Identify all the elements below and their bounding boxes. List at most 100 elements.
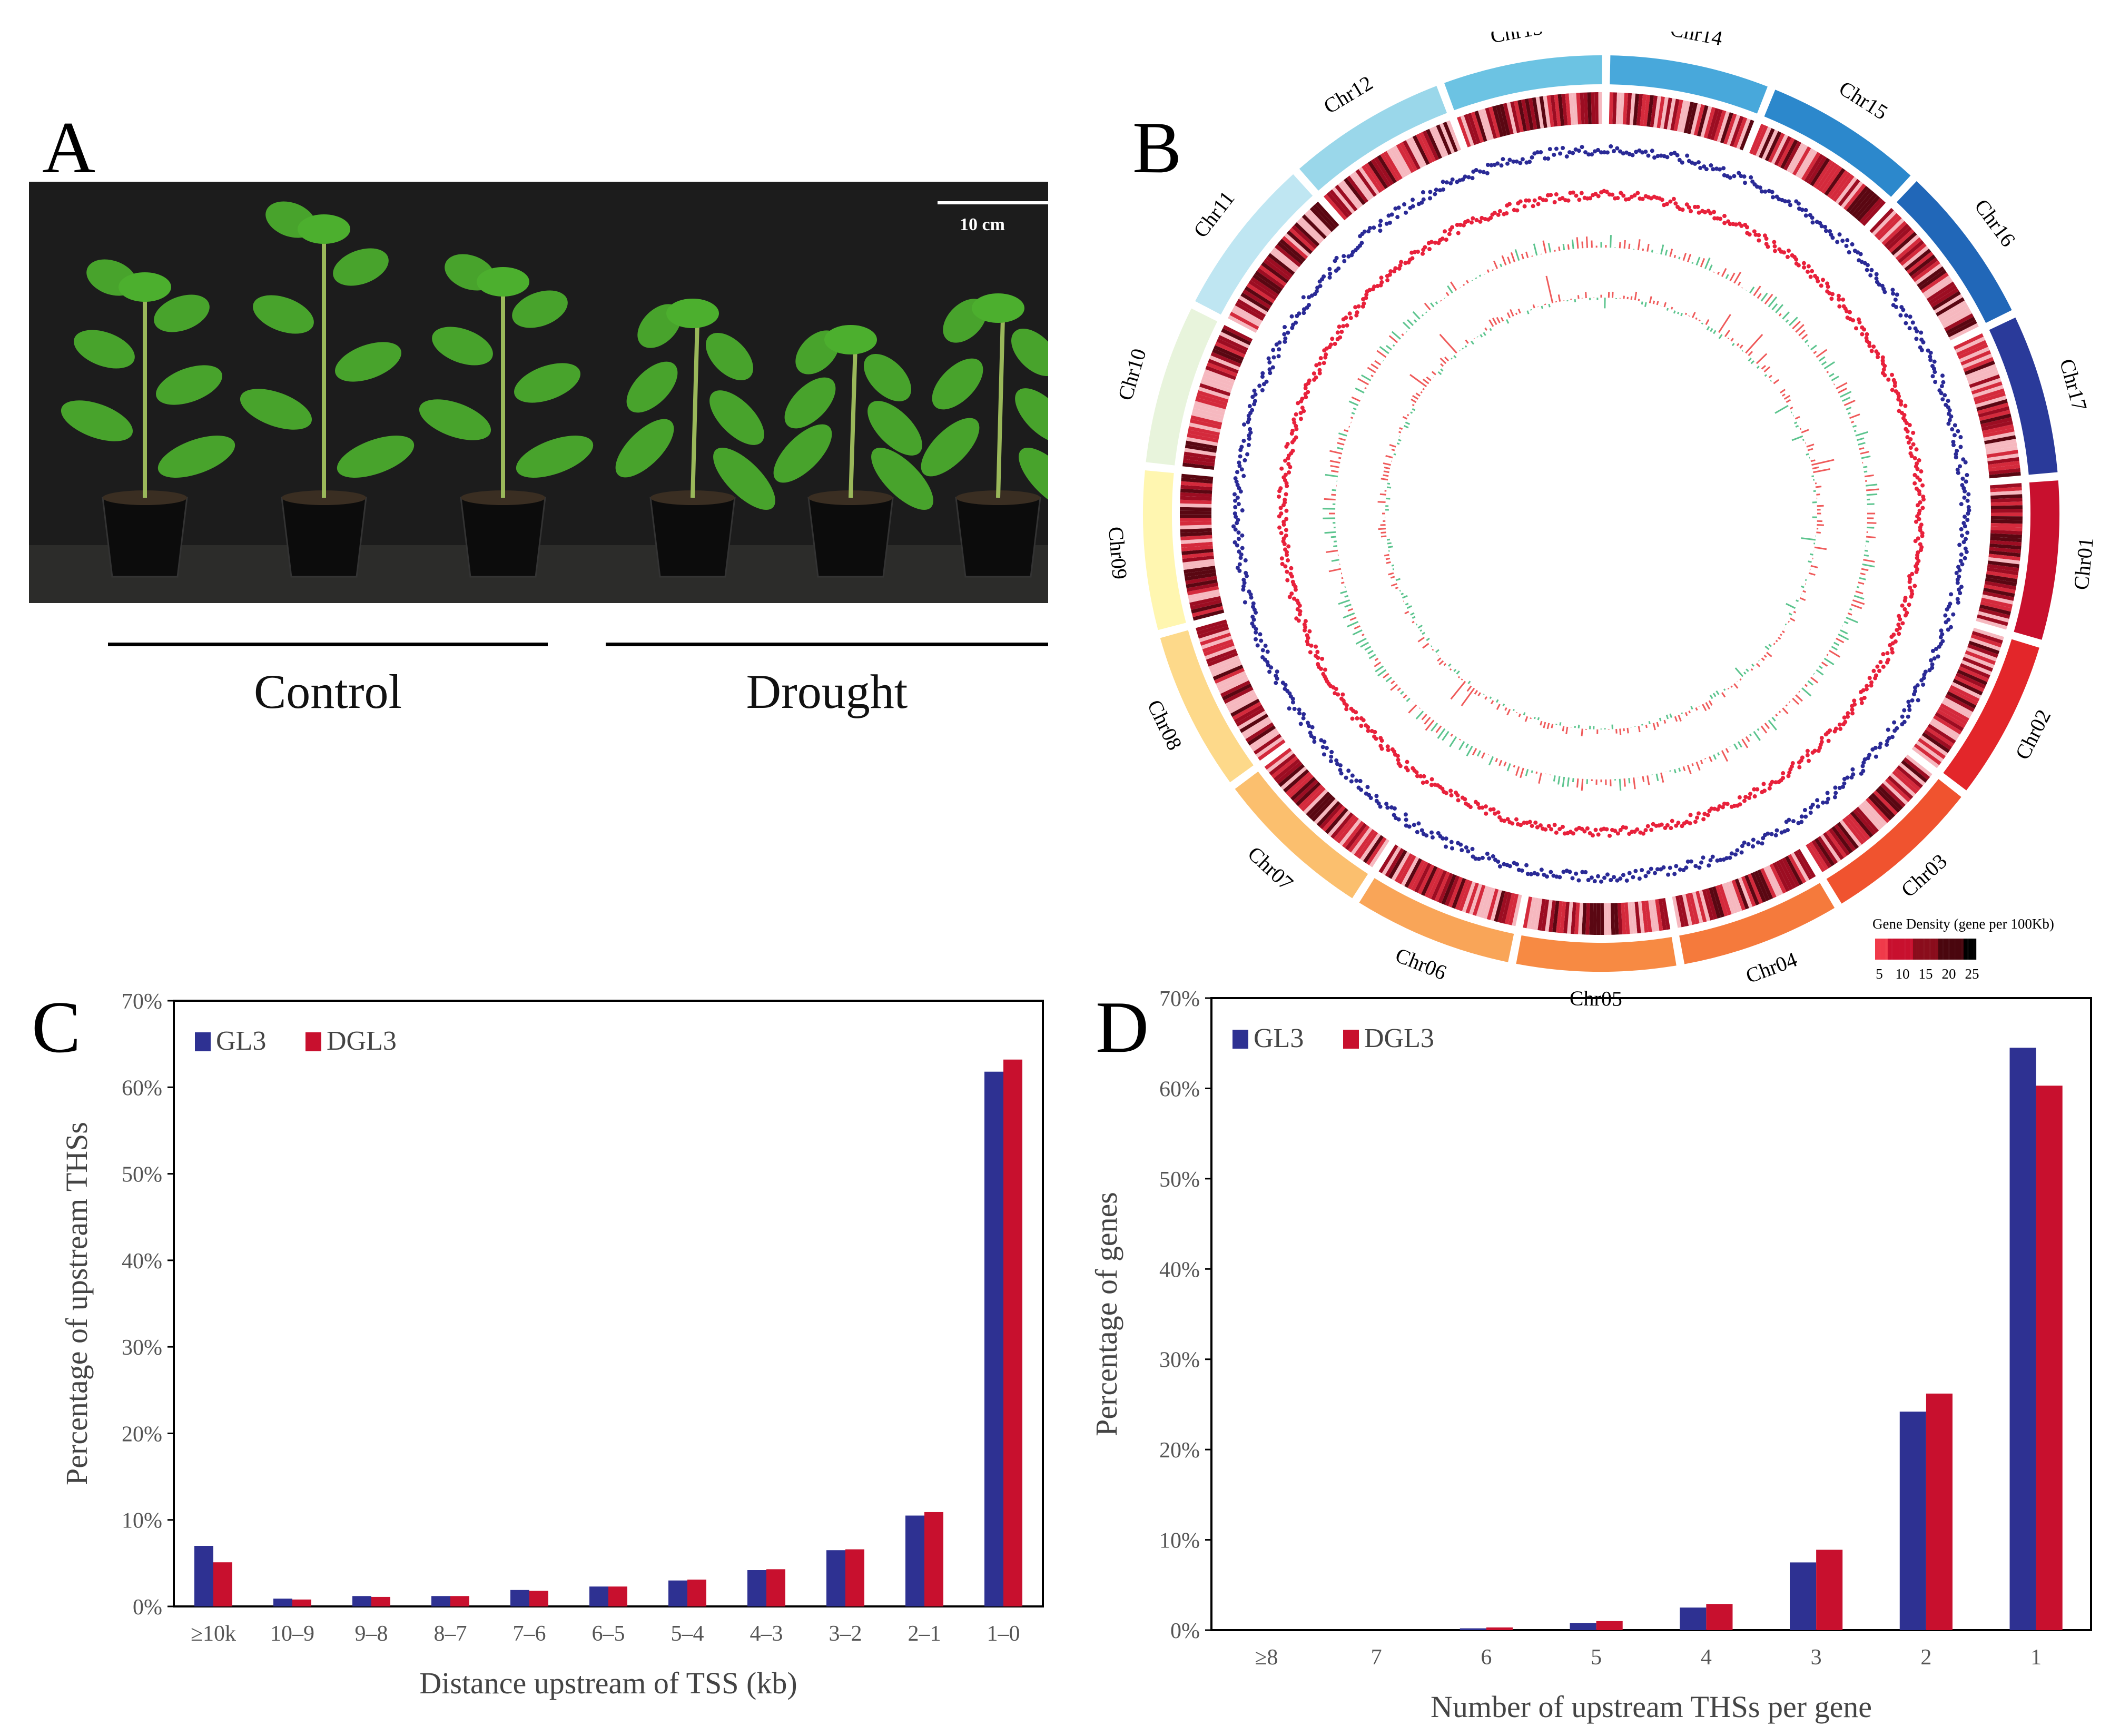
blue-point (1916, 698, 1920, 702)
blue-point (1686, 860, 1690, 864)
red-point (1920, 534, 1924, 538)
hist-bar (1341, 583, 1344, 584)
blue-point (1797, 201, 1801, 205)
red-point (1330, 337, 1334, 341)
blue-point (1815, 798, 1819, 802)
hist-bar (1653, 723, 1655, 730)
hist-bar (1467, 746, 1472, 756)
red-point (1895, 628, 1899, 632)
hist-bar (1414, 320, 1416, 322)
blue-point (1946, 627, 1950, 632)
blue-point (1411, 204, 1415, 209)
blue-point (1233, 505, 1237, 509)
hist-bar (1772, 717, 1776, 721)
hist-bar (1612, 292, 1613, 298)
density-segment (1180, 507, 1211, 511)
hist-bar (1679, 257, 1680, 259)
red-point (1355, 310, 1359, 314)
red-point (1816, 279, 1820, 283)
hist-bar (1776, 640, 1778, 642)
hist-bar (1746, 737, 1749, 742)
hist-bar (1536, 772, 1537, 774)
hist-bar (1466, 744, 1468, 747)
red-point (1867, 344, 1871, 348)
blue-point (1959, 553, 1964, 557)
y-tick-label: 0% (133, 1595, 162, 1620)
hist-bar (1769, 720, 1777, 729)
blue-point (1271, 348, 1275, 352)
red-point (1903, 404, 1907, 408)
hist-bar (1349, 401, 1358, 406)
hist-bar (1746, 669, 1748, 672)
red-point (1461, 796, 1465, 800)
blue-point (1715, 859, 1719, 863)
red-point (1291, 449, 1295, 453)
blue-point (1397, 205, 1401, 210)
legend-label: GL3 (216, 1026, 266, 1056)
blue-point (1241, 474, 1246, 478)
hist-bar (1849, 415, 1859, 418)
hist-bar (1463, 284, 1464, 285)
hist-bar (1467, 686, 1471, 691)
hist-bar (1534, 244, 1537, 255)
legend-swatch (1947, 939, 1949, 960)
x-tick-label: 4–3 (750, 1622, 783, 1646)
red-point (1493, 812, 1497, 816)
blue-point (1940, 373, 1945, 378)
red-point (1580, 191, 1584, 195)
blue-point (1359, 241, 1364, 245)
red-point (1531, 204, 1535, 208)
blue-point (1554, 146, 1559, 151)
hist-bar (1462, 348, 1463, 349)
red-point (1566, 199, 1571, 203)
blue-point (1505, 162, 1510, 166)
blue-point (1959, 502, 1964, 506)
red-point (1841, 298, 1845, 302)
x-tick-label: ≥10k (191, 1622, 236, 1646)
legend-swatch (1891, 939, 1893, 960)
hist-bar (1524, 713, 1525, 715)
blue-point (1546, 156, 1550, 161)
blue-point (1548, 147, 1552, 151)
red-point (1772, 240, 1776, 244)
red-point (1286, 544, 1290, 548)
red-point (1324, 352, 1328, 357)
blue-point (1709, 858, 1713, 862)
hist-bar (1786, 400, 1790, 402)
hist-bar (1717, 691, 1719, 695)
blue-point (1365, 785, 1369, 789)
blue-point (1507, 158, 1512, 162)
legend-swatch (1895, 939, 1897, 960)
hist-bar (1411, 399, 1416, 402)
red-point (1514, 817, 1519, 822)
blue-point (1653, 871, 1657, 875)
hist-bar (1383, 463, 1391, 465)
red-point (1340, 693, 1345, 697)
red-point (1339, 697, 1344, 701)
legend-swatch (1918, 939, 1920, 960)
bar-gl3 (589, 1586, 608, 1606)
blue-point (1527, 160, 1532, 164)
blue-point (1956, 429, 1960, 433)
red-point (1278, 486, 1283, 490)
red-point (1752, 787, 1756, 792)
red-point (1396, 758, 1400, 762)
hist-bar (1650, 297, 1651, 303)
hist-bar (1848, 613, 1852, 615)
pot (103, 498, 187, 577)
legend-swatch (1893, 939, 1895, 960)
blue-point (1434, 188, 1438, 192)
blue-point (1247, 443, 1251, 447)
blue-point (1593, 879, 1597, 883)
red-point (1797, 263, 1801, 268)
bar-gl3 (984, 1072, 1003, 1606)
blue-point (1402, 202, 1406, 206)
red-point (1860, 332, 1864, 337)
red-point (1868, 676, 1872, 680)
blue-point (1944, 620, 1948, 624)
density-segment (1595, 92, 1599, 124)
blue-point (1957, 543, 1961, 547)
red-point (1370, 729, 1374, 733)
leaf-top (119, 272, 171, 302)
red-point (1574, 194, 1579, 198)
